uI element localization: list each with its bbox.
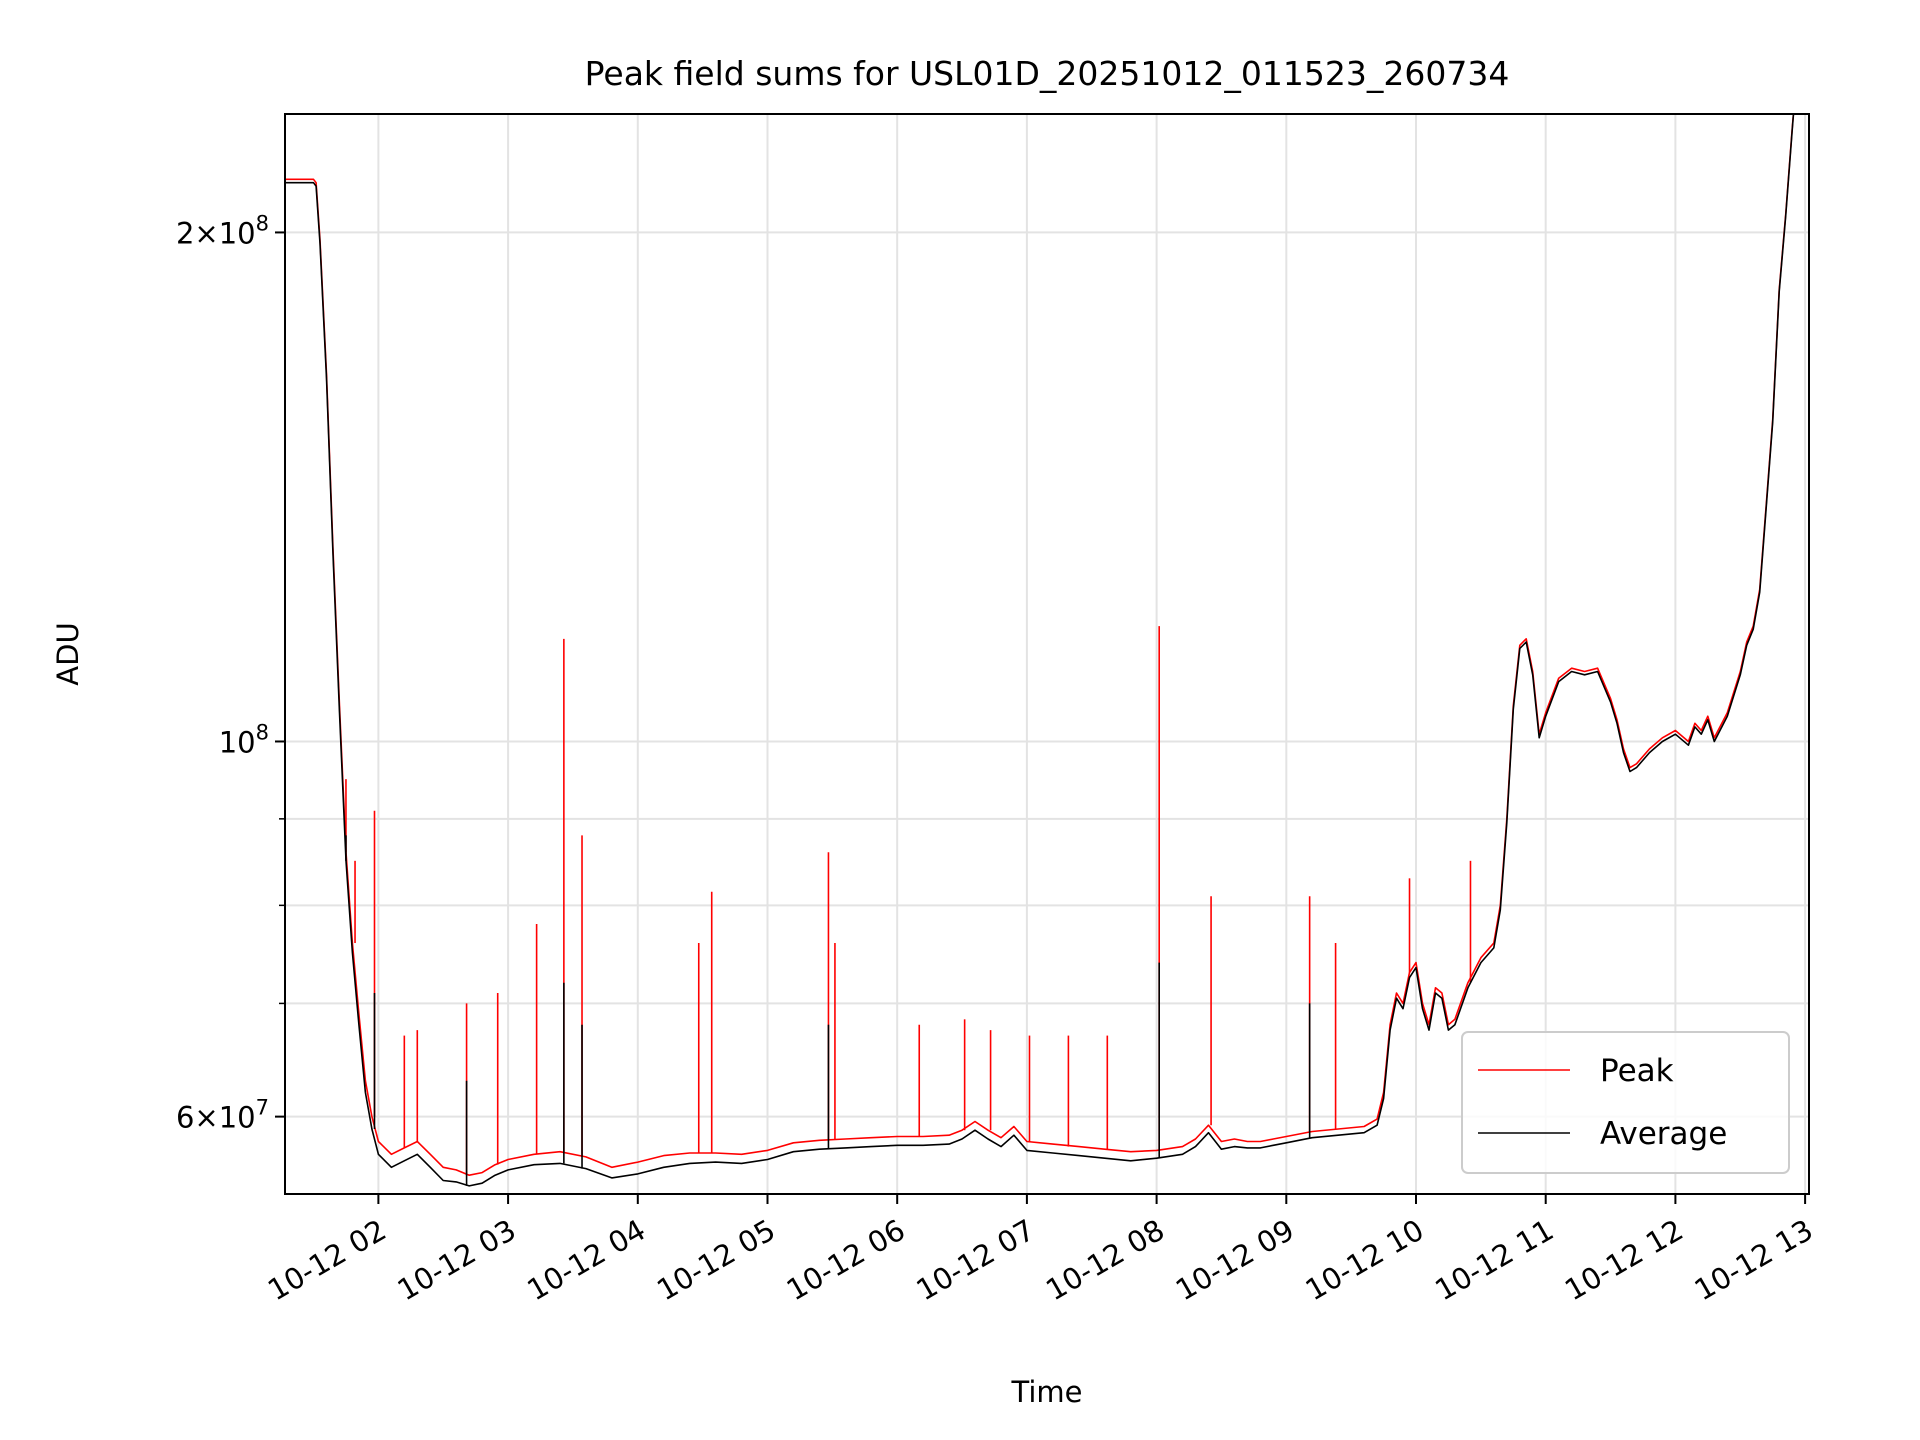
y-tick-label: 108 <box>219 720 269 759</box>
series-line-peak <box>285 114 1795 1176</box>
legend-label-average: Average <box>1600 1116 1727 1152</box>
legend: Peak Average <box>1461 1031 1790 1174</box>
plot-frame <box>284 113 1810 1195</box>
legend-box <box>1461 1031 1790 1174</box>
y-axis: 6×107 108 2×108 <box>176 211 285 1135</box>
y-axis-label: ADU <box>51 622 85 685</box>
legend-label-peak: Peak <box>1600 1053 1674 1089</box>
chart-title: Peak field sums for USL01D_20251012_0115… <box>585 54 1510 93</box>
series-line-average <box>285 114 1795 1187</box>
y-tick-label: 6×107 <box>176 1096 269 1135</box>
y-tick-label: 2×108 <box>176 211 269 250</box>
plot-area <box>285 114 1795 1187</box>
x-axis-label: Time <box>1011 1375 1083 1409</box>
series-layer <box>285 114 1795 1187</box>
